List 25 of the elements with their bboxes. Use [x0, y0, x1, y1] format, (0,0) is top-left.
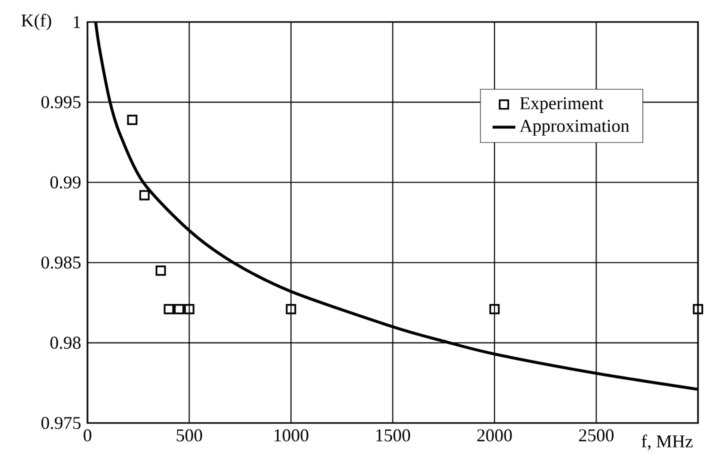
y-tick-label: 0.975	[41, 416, 81, 430]
point	[286, 304, 296, 314]
y-tick-label: 0.995	[41, 96, 81, 108]
x-tick-label: 500	[176, 429, 202, 442]
point	[184, 304, 194, 314]
y-tick-label: 1	[74, 16, 80, 28]
x-tick-label: 2000	[477, 429, 512, 442]
x-tick-label: 1500	[376, 429, 410, 442]
x-tick-label: 0	[84, 429, 92, 442]
point	[692, 304, 704, 314]
y-tick-label: 0.99	[50, 176, 80, 189]
point	[164, 304, 174, 314]
legend-label: Experiment	[520, 97, 604, 113]
x-tick-label: 1000	[274, 429, 308, 442]
point	[139, 190, 150, 200]
point	[489, 304, 500, 314]
point	[156, 265, 166, 276]
y-tick-label: 0.985	[41, 256, 81, 269]
y-tick-label: 0.98	[50, 336, 81, 349]
point	[127, 114, 138, 125]
x-axis-title: f, MHz	[642, 434, 693, 450]
legend-label: Approximation	[520, 120, 630, 136]
y-axis-title: K(f)	[21, 14, 52, 30]
x-tick-label: 2500	[579, 429, 614, 442]
point	[174, 304, 184, 314]
